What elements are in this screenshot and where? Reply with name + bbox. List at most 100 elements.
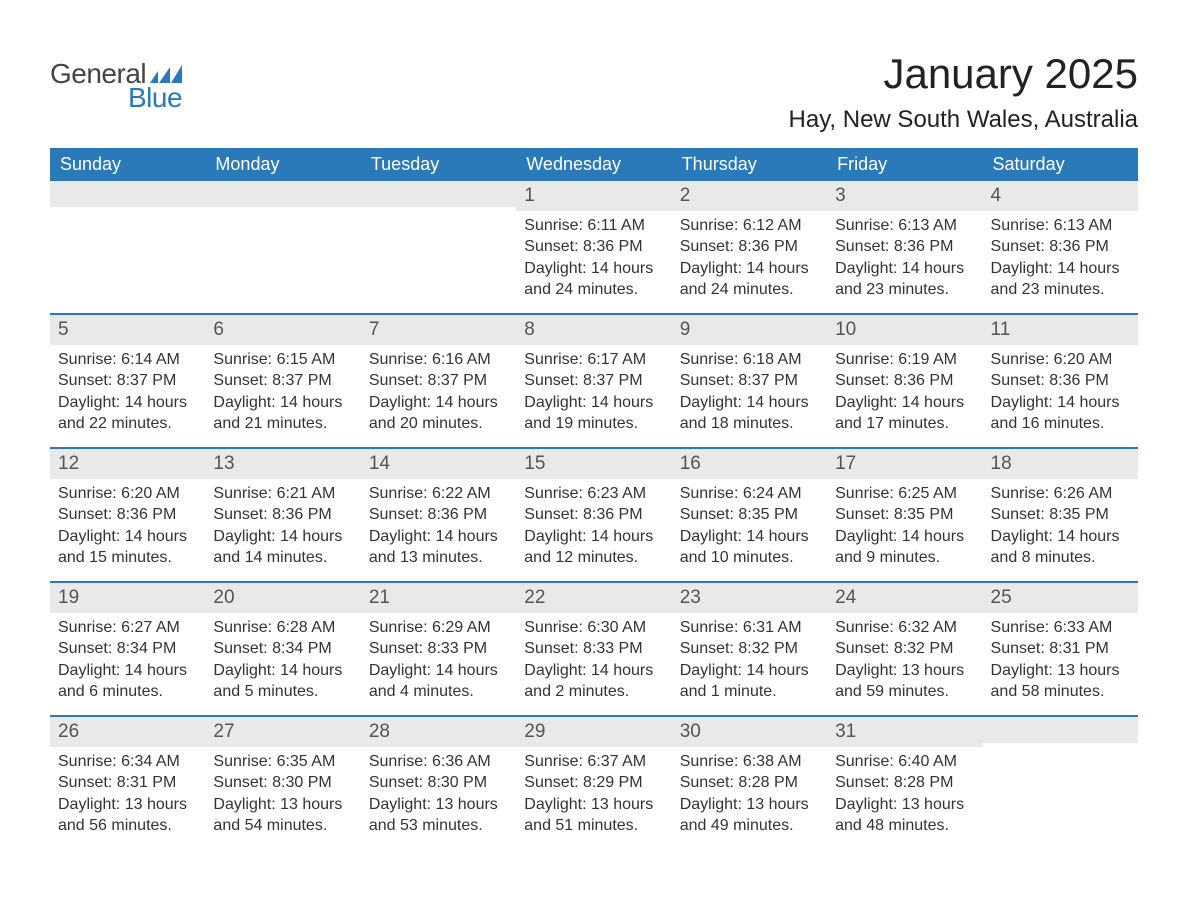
sunrise-text: Sunrise: 6:38 AM xyxy=(680,751,819,773)
sunset-text: Sunset: 8:32 PM xyxy=(835,638,974,660)
day-body: Sunrise: 6:22 AMSunset: 8:36 PMDaylight:… xyxy=(361,479,516,581)
day-body: Sunrise: 6:35 AMSunset: 8:30 PMDaylight:… xyxy=(205,747,360,849)
day-cell: 12Sunrise: 6:20 AMSunset: 8:36 PMDayligh… xyxy=(50,449,205,581)
day-number: 2 xyxy=(672,181,827,211)
day-number: 20 xyxy=(205,583,360,613)
day-body: Sunrise: 6:40 AMSunset: 8:28 PMDaylight:… xyxy=(827,747,982,849)
day-number: 14 xyxy=(361,449,516,479)
daylight-text: Daylight: 14 hours and 4 minutes. xyxy=(369,660,508,703)
day-body: Sunrise: 6:33 AMSunset: 8:31 PMDaylight:… xyxy=(983,613,1138,715)
weekday-header: Monday xyxy=(205,148,360,181)
weekday-header: Friday xyxy=(827,148,982,181)
day-cell: 5Sunrise: 6:14 AMSunset: 8:37 PMDaylight… xyxy=(50,315,205,447)
daylight-text: Daylight: 14 hours and 13 minutes. xyxy=(369,526,508,569)
title-block: January 2025 Hay, New South Wales, Austr… xyxy=(789,50,1138,144)
sunset-text: Sunset: 8:36 PM xyxy=(524,236,663,258)
sunset-text: Sunset: 8:29 PM xyxy=(524,772,663,794)
day-body: Sunrise: 6:24 AMSunset: 8:35 PMDaylight:… xyxy=(672,479,827,581)
sunset-text: Sunset: 8:36 PM xyxy=(524,504,663,526)
sunrise-text: Sunrise: 6:20 AM xyxy=(58,483,197,505)
day-body: Sunrise: 6:29 AMSunset: 8:33 PMDaylight:… xyxy=(361,613,516,715)
sunset-text: Sunset: 8:37 PM xyxy=(524,370,663,392)
sunrise-text: Sunrise: 6:35 AM xyxy=(213,751,352,773)
day-cell: 16Sunrise: 6:24 AMSunset: 8:35 PMDayligh… xyxy=(672,449,827,581)
day-number: 24 xyxy=(827,583,982,613)
day-cell: 9Sunrise: 6:18 AMSunset: 8:37 PMDaylight… xyxy=(672,315,827,447)
day-number: 30 xyxy=(672,717,827,747)
daylight-text: Daylight: 14 hours and 23 minutes. xyxy=(835,258,974,301)
daylight-text: Daylight: 13 hours and 48 minutes. xyxy=(835,794,974,837)
day-number: 28 xyxy=(361,717,516,747)
sunset-text: Sunset: 8:28 PM xyxy=(835,772,974,794)
day-number: 15 xyxy=(516,449,671,479)
daylight-text: Daylight: 14 hours and 1 minute. xyxy=(680,660,819,703)
sunrise-text: Sunrise: 6:12 AM xyxy=(680,215,819,237)
sunrise-text: Sunrise: 6:15 AM xyxy=(213,349,352,371)
day-number: 12 xyxy=(50,449,205,479)
day-cell: 30Sunrise: 6:38 AMSunset: 8:28 PMDayligh… xyxy=(672,717,827,849)
day-number xyxy=(50,181,205,207)
weekday-header: Saturday xyxy=(983,148,1138,181)
location-text: Hay, New South Wales, Australia xyxy=(789,106,1138,134)
day-number xyxy=(205,181,360,207)
sunset-text: Sunset: 8:28 PM xyxy=(680,772,819,794)
sunrise-text: Sunrise: 6:28 AM xyxy=(213,617,352,639)
daylight-text: Daylight: 14 hours and 24 minutes. xyxy=(524,258,663,301)
day-cell: 7Sunrise: 6:16 AMSunset: 8:37 PMDaylight… xyxy=(361,315,516,447)
day-body: Sunrise: 6:36 AMSunset: 8:30 PMDaylight:… xyxy=(361,747,516,849)
sunset-text: Sunset: 8:36 PM xyxy=(213,504,352,526)
day-number: 31 xyxy=(827,717,982,747)
weekday-header: Sunday xyxy=(50,148,205,181)
day-cell: 29Sunrise: 6:37 AMSunset: 8:29 PMDayligh… xyxy=(516,717,671,849)
daylight-text: Daylight: 13 hours and 53 minutes. xyxy=(369,794,508,837)
daylight-text: Daylight: 13 hours and 59 minutes. xyxy=(835,660,974,703)
day-body: Sunrise: 6:38 AMSunset: 8:28 PMDaylight:… xyxy=(672,747,827,849)
sunrise-text: Sunrise: 6:13 AM xyxy=(991,215,1130,237)
week-row: 1Sunrise: 6:11 AMSunset: 8:36 PMDaylight… xyxy=(50,181,1138,313)
daylight-text: Daylight: 14 hours and 9 minutes. xyxy=(835,526,974,569)
daylight-text: Daylight: 13 hours and 54 minutes. xyxy=(213,794,352,837)
sunset-text: Sunset: 8:31 PM xyxy=(58,772,197,794)
daylight-text: Daylight: 14 hours and 18 minutes. xyxy=(680,392,819,435)
day-number: 21 xyxy=(361,583,516,613)
daylight-text: Daylight: 14 hours and 21 minutes. xyxy=(213,392,352,435)
sunset-text: Sunset: 8:35 PM xyxy=(680,504,819,526)
sunset-text: Sunset: 8:36 PM xyxy=(835,370,974,392)
day-cell xyxy=(361,181,516,313)
daylight-text: Daylight: 14 hours and 20 minutes. xyxy=(369,392,508,435)
day-cell: 28Sunrise: 6:36 AMSunset: 8:30 PMDayligh… xyxy=(361,717,516,849)
daylight-text: Daylight: 14 hours and 24 minutes. xyxy=(680,258,819,301)
daylight-text: Daylight: 14 hours and 10 minutes. xyxy=(680,526,819,569)
weekday-header: Tuesday xyxy=(361,148,516,181)
day-number: 9 xyxy=(672,315,827,345)
day-number: 5 xyxy=(50,315,205,345)
sunset-text: Sunset: 8:37 PM xyxy=(58,370,197,392)
day-body: Sunrise: 6:12 AMSunset: 8:36 PMDaylight:… xyxy=(672,211,827,313)
sunset-text: Sunset: 8:37 PM xyxy=(213,370,352,392)
sunset-text: Sunset: 8:37 PM xyxy=(680,370,819,392)
sunrise-text: Sunrise: 6:16 AM xyxy=(369,349,508,371)
day-cell: 2Sunrise: 6:12 AMSunset: 8:36 PMDaylight… xyxy=(672,181,827,313)
day-body: Sunrise: 6:30 AMSunset: 8:33 PMDaylight:… xyxy=(516,613,671,715)
day-number: 25 xyxy=(983,583,1138,613)
day-cell: 21Sunrise: 6:29 AMSunset: 8:33 PMDayligh… xyxy=(361,583,516,715)
day-cell: 14Sunrise: 6:22 AMSunset: 8:36 PMDayligh… xyxy=(361,449,516,581)
sunrise-text: Sunrise: 6:37 AM xyxy=(524,751,663,773)
sunset-text: Sunset: 8:35 PM xyxy=(991,504,1130,526)
sunset-text: Sunset: 8:32 PM xyxy=(680,638,819,660)
week-row: 19Sunrise: 6:27 AMSunset: 8:34 PMDayligh… xyxy=(50,581,1138,715)
week-row: 5Sunrise: 6:14 AMSunset: 8:37 PMDaylight… xyxy=(50,313,1138,447)
daylight-text: Daylight: 14 hours and 6 minutes. xyxy=(58,660,197,703)
daylight-text: Daylight: 14 hours and 2 minutes. xyxy=(524,660,663,703)
weekday-header: Thursday xyxy=(672,148,827,181)
sunset-text: Sunset: 8:36 PM xyxy=(991,236,1130,258)
day-number: 16 xyxy=(672,449,827,479)
weekday-header-row: Sunday Monday Tuesday Wednesday Thursday… xyxy=(50,148,1138,181)
daylight-text: Daylight: 14 hours and 14 minutes. xyxy=(213,526,352,569)
sunset-text: Sunset: 8:36 PM xyxy=(369,504,508,526)
sunset-text: Sunset: 8:33 PM xyxy=(524,638,663,660)
day-cell: 26Sunrise: 6:34 AMSunset: 8:31 PMDayligh… xyxy=(50,717,205,849)
sunrise-text: Sunrise: 6:13 AM xyxy=(835,215,974,237)
day-cell: 15Sunrise: 6:23 AMSunset: 8:36 PMDayligh… xyxy=(516,449,671,581)
daylight-text: Daylight: 13 hours and 51 minutes. xyxy=(524,794,663,837)
